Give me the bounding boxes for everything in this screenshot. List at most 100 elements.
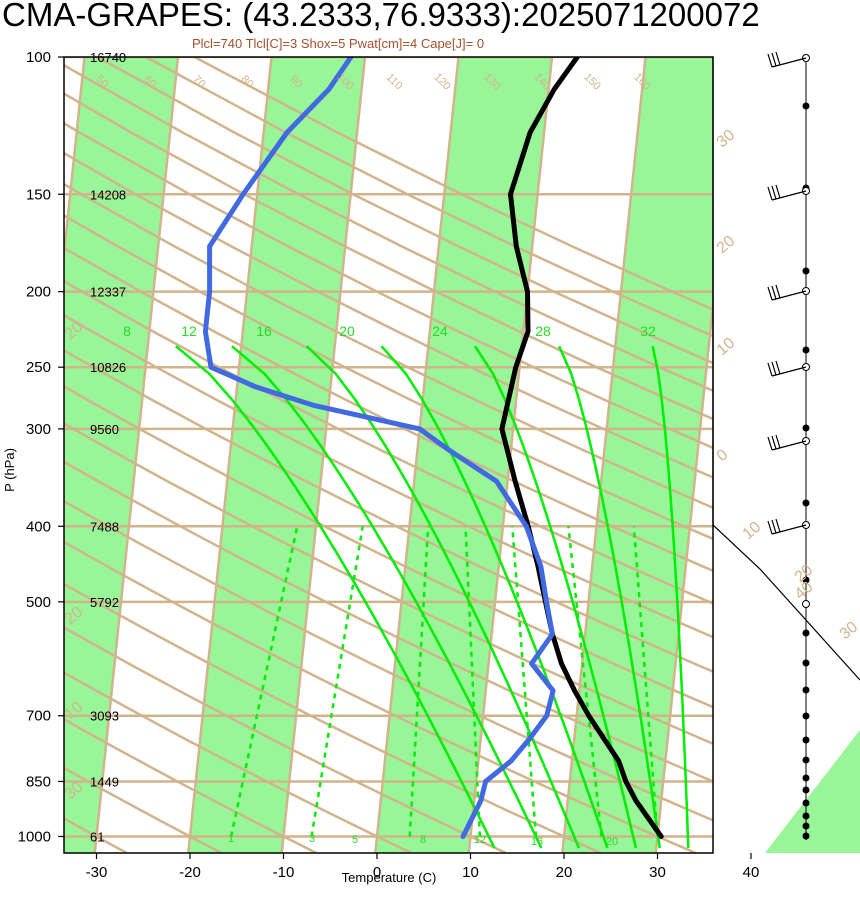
wind-panel-band bbox=[765, 730, 860, 853]
isotherm-label: 10 bbox=[714, 335, 739, 360]
y-axis-label: P (hPa) bbox=[2, 448, 17, 492]
wind-barb bbox=[771, 57, 807, 68]
wind-barb-feather bbox=[775, 51, 781, 66]
wind-level-dot bbox=[802, 712, 810, 720]
mixing-ratio-label: 12 bbox=[181, 323, 197, 339]
saturation-adiabat bbox=[567, 526, 603, 837]
wind-barb-feather bbox=[771, 519, 777, 534]
wind-barb bbox=[771, 190, 807, 201]
isotherm-label: 10 bbox=[740, 519, 765, 544]
y-tick-label: 250 bbox=[26, 359, 51, 376]
dry-adiabat bbox=[64, 499, 713, 822]
wind-level-dot bbox=[802, 774, 810, 782]
dry-adiabat bbox=[64, 246, 713, 573]
mixing-ratio-line bbox=[558, 345, 662, 849]
sounding-series bbox=[202, 57, 664, 839]
height-label: 61 bbox=[90, 829, 104, 844]
wind-barb-feather bbox=[775, 518, 781, 533]
mixing-ratio-line bbox=[473, 345, 638, 849]
saturation-adiabat bbox=[632, 526, 659, 837]
wind-barb-feather bbox=[771, 435, 777, 450]
mixing-ratio-line bbox=[305, 345, 581, 849]
wind-barb-feather bbox=[775, 360, 781, 375]
y-tick-label: 300 bbox=[26, 421, 51, 438]
dry-adiabat bbox=[64, 348, 713, 674]
saturation-adiabat bbox=[229, 526, 299, 837]
wind-barb-feather bbox=[771, 185, 777, 200]
isotherm bbox=[654, 293, 713, 853]
mixing-ratio-line bbox=[651, 345, 690, 849]
wind-barb-feather bbox=[767, 286, 773, 301]
wind-barb bbox=[771, 440, 807, 451]
wind-level-dot bbox=[802, 756, 810, 764]
wind-barb-feather bbox=[775, 284, 781, 299]
height-label: 7488 bbox=[90, 519, 119, 534]
saturation-adiabat-label: 16 bbox=[531, 836, 543, 848]
wind-level-dot bbox=[802, 799, 810, 807]
y-tick-label: 100 bbox=[26, 49, 51, 66]
dry-adiabat bbox=[64, 313, 713, 639]
y-tick-label: 700 bbox=[26, 708, 51, 725]
y-tick-label: 150 bbox=[26, 186, 51, 203]
isotherm-band bbox=[188, 57, 365, 853]
wind-barb bbox=[771, 290, 807, 301]
mixing-ratio-label: 24 bbox=[432, 323, 448, 339]
x-tick-label: 0 bbox=[373, 864, 381, 881]
height-label: 9560 bbox=[90, 422, 119, 437]
wind-level-dot bbox=[802, 812, 810, 820]
wind-level-dot bbox=[802, 629, 810, 637]
dry-adiabat bbox=[64, 63, 713, 393]
y-tick-label: 500 bbox=[26, 594, 51, 611]
isobar-lines bbox=[64, 57, 713, 838]
isotherm-label: 0 bbox=[714, 446, 732, 465]
y-tick-label: 850 bbox=[26, 773, 51, 790]
isotherm-label: 40 bbox=[792, 579, 817, 604]
dry-adiabat bbox=[64, 385, 713, 709]
x-tick-label: 30 bbox=[649, 864, 666, 881]
dry-adiabat-label: 110 bbox=[384, 71, 405, 92]
height-label: 1449 bbox=[90, 774, 119, 789]
plot-frame bbox=[63, 56, 714, 854]
wind-barb-feather bbox=[767, 186, 773, 201]
wind-level-dot bbox=[802, 786, 810, 794]
wind-barb-feather bbox=[767, 436, 773, 451]
dry-adiabat-lines bbox=[64, 57, 713, 853]
wind-barb-feather bbox=[771, 361, 777, 376]
chart-subtitle: Plcl=740 Tlcl[C]=3 Shox=5 Pwat[cm]=4 Cap… bbox=[192, 36, 485, 51]
saturation-adiabat-lines bbox=[229, 526, 659, 837]
y-tick-label: 200 bbox=[26, 284, 51, 301]
x-tick-label: -20 bbox=[179, 864, 201, 881]
wind-barb-feather bbox=[767, 53, 773, 68]
saturation-adiabat bbox=[464, 526, 482, 837]
x-tick-label: 10 bbox=[462, 864, 479, 881]
dewpoint-line bbox=[202, 57, 556, 839]
wind-barb bbox=[771, 524, 807, 535]
isotherm bbox=[374, 57, 460, 853]
dry-adiabat bbox=[64, 540, 697, 853]
wind-panel-border bbox=[712, 57, 860, 681]
isotherm-band bbox=[749, 57, 860, 853]
y-tick-label: 400 bbox=[26, 518, 51, 535]
dry-adiabat bbox=[64, 214, 713, 541]
wind-barb-feather bbox=[771, 52, 777, 67]
wind-barb-feather bbox=[775, 434, 781, 449]
saturation-adiabat-label: 20 bbox=[606, 836, 618, 848]
isotherm-label: 30 bbox=[714, 127, 739, 152]
saturation-adiabat bbox=[511, 526, 538, 837]
wind-level-dot bbox=[802, 736, 810, 744]
wind-barb-feather bbox=[771, 285, 777, 300]
x-tick-label: -10 bbox=[273, 864, 295, 881]
mixing-ratio-label: 28 bbox=[535, 323, 551, 339]
wind-barb-calm bbox=[802, 600, 810, 608]
x-tick-label: 20 bbox=[556, 864, 573, 881]
isotherm bbox=[749, 57, 832, 853]
dry-adiabat bbox=[64, 151, 713, 479]
wind-level-dot bbox=[802, 102, 810, 110]
dry-adiabat bbox=[64, 626, 507, 853]
dry-adiabat bbox=[64, 766, 223, 853]
dry-adiabat-label: 150 bbox=[581, 71, 602, 92]
mixing-ratio-label: 16 bbox=[256, 323, 272, 339]
height-label: 12337 bbox=[90, 285, 126, 300]
height-label: 5792 bbox=[90, 595, 119, 610]
